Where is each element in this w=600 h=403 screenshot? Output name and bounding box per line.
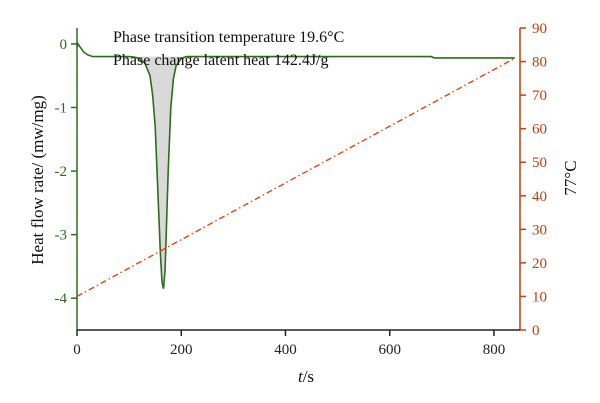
x-axis-title-unit: /s <box>303 367 314 386</box>
bottom-tick-label: 200 <box>170 342 193 358</box>
x-axis-title-italic: t <box>298 367 304 386</box>
left-axis-ticks: 0 -1 -2 -3 -4 <box>55 37 77 307</box>
annotation-latent-heat: Phase change latent heat 142.4J/g <box>113 52 329 69</box>
peak-area-fill <box>129 56 192 289</box>
annotation-phase-temperature: Phase transition temperature 19.6°C <box>113 29 344 46</box>
right-tick-label: 10 <box>532 289 547 305</box>
right-tick-label: 50 <box>532 155 547 171</box>
right-tick-label: 70 <box>532 88 547 104</box>
right-tick-label: 40 <box>532 189 547 205</box>
right-tick-label: 80 <box>532 55 547 71</box>
y-axis-title-right: 77°C <box>561 160 580 195</box>
right-tick-label: 30 <box>532 222 547 238</box>
right-axis-ticks: 0 10 20 30 40 50 60 70 80 90 <box>520 21 547 339</box>
bottom-tick-label: 0 <box>73 342 81 358</box>
left-tick-label: -4 <box>55 291 68 307</box>
bottom-tick-label: 400 <box>274 342 297 358</box>
x-axis-title: t/s <box>298 367 314 386</box>
heat-flow-series-line <box>76 42 515 289</box>
left-tick-label: -2 <box>55 164 68 180</box>
y-axis-title-left: Heat flow rate/ (mw/mg) <box>28 95 47 264</box>
right-tick-label: 20 <box>532 256 547 272</box>
bottom-tick-label: 800 <box>483 342 506 358</box>
temperature-series-line <box>76 57 516 298</box>
left-tick-label: -3 <box>55 228 68 244</box>
right-tick-label: 0 <box>532 323 540 339</box>
right-tick-label: 60 <box>532 122 547 138</box>
left-tick-label: -1 <box>55 100 68 116</box>
right-tick-label: 90 <box>532 21 547 37</box>
bottom-axis-ticks: 0 200 400 600 800 <box>73 330 505 358</box>
left-tick-label: 0 <box>60 37 68 53</box>
bottom-tick-label: 600 <box>378 342 401 358</box>
